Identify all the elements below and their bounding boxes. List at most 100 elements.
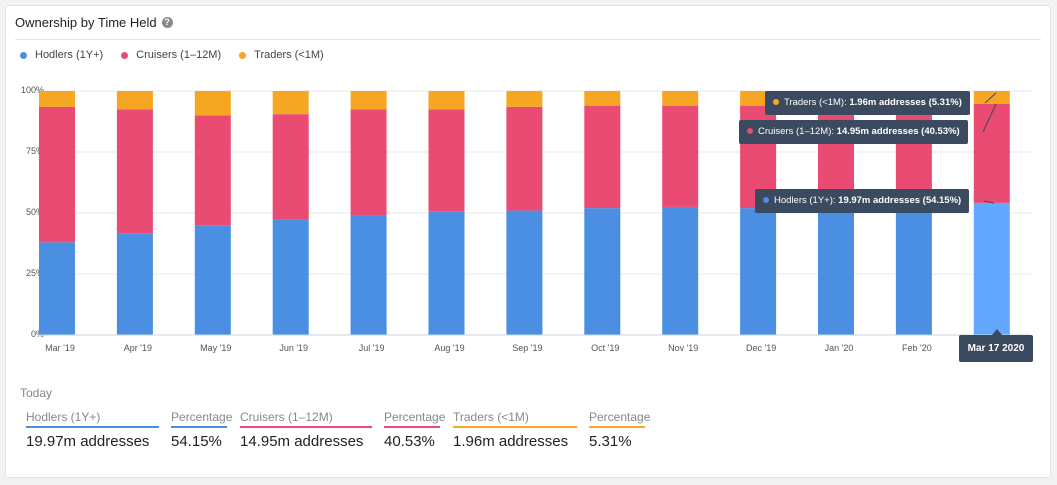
bar-segment-traders <box>116 91 153 110</box>
x-tick-label: Mar '19 <box>45 343 75 353</box>
stat-cruisers-label: Cruisers (1–12M) <box>240 410 372 428</box>
card-title: Ownership by Time Held ? <box>15 15 173 30</box>
x-tick-label: Sep '19 <box>512 343 542 353</box>
bar-segment-hodlers <box>662 206 699 335</box>
bar-segment-traders <box>39 91 75 107</box>
legend-label-cruisers: Cruisers (1–12M) <box>136 49 222 61</box>
bar-segment-traders <box>428 91 465 110</box>
stat-traders-percentage: Percentage 5.31% <box>589 410 650 450</box>
bar-segment-hodlers <box>506 210 543 335</box>
stat-cruisers-percentage: Percentage 40.53% <box>384 410 445 450</box>
x-tick-label: Jan '20 <box>825 343 854 353</box>
y-tick-label: 25% <box>26 268 44 278</box>
tooltip-traders: Traders (<1M): 1.96m addresses (5.31%) <box>765 91 970 115</box>
bar-segment-traders <box>506 91 543 107</box>
stat-cruisers-percentage-label: Percentage <box>384 410 445 428</box>
stat-traders-percentage-value: 5.31% <box>589 433 632 450</box>
bar-segment-hodlers <box>39 242 75 335</box>
help-icon[interactable]: ? <box>161 17 173 28</box>
tooltip-cruisers-label: Cruisers (1–12M): <box>758 126 835 137</box>
tooltip-hodlers-value: 19.97m addresses (54.15%) <box>838 195 962 206</box>
legend-item-hodlers[interactable]: Hodlers (1Y+) <box>20 49 103 61</box>
bar-segment-hodlers <box>272 219 309 335</box>
x-tick-label: May '19 <box>200 343 231 353</box>
stat-cruisers: Cruisers (1–12M) 14.95m addresses <box>240 410 372 450</box>
x-tick-label: Jul '19 <box>359 343 385 353</box>
bar-segment-traders <box>272 91 309 115</box>
tooltip-hodlers-dot <box>763 197 769 204</box>
stat-hodlers-percentage-label: Percentage <box>171 410 232 428</box>
stat-hodlers-value: 19.97m addresses <box>26 433 150 450</box>
legend-dot-cruisers <box>121 51 129 59</box>
tooltip-cruisers-value: 14.95m addresses (40.53%) <box>836 126 960 137</box>
stat-hodlers-percentage-value: 54.15% <box>171 433 222 450</box>
bar-segment-cruisers <box>116 109 153 234</box>
legend-label-hodlers: Hodlers (1Y+) <box>35 49 104 61</box>
x-tick-label: Apr '19 <box>124 343 152 353</box>
y-tick-label: 100% <box>21 85 44 95</box>
bar-segment-cruisers <box>584 105 621 209</box>
x-tick-label: Nov '19 <box>668 343 698 353</box>
bar-segment-hodlers <box>973 202 1010 335</box>
legend-dot-traders <box>239 51 247 59</box>
stat-cruisers-percentage-value: 40.53% <box>384 433 435 450</box>
title-divider <box>15 39 1041 40</box>
bar-segment-traders <box>350 91 387 110</box>
bar-segment-cruisers <box>194 115 231 226</box>
stat-hodlers-label: Hodlers (1Y+) <box>26 410 159 428</box>
bar-segment-hodlers <box>194 225 231 335</box>
bar-segment-hodlers <box>818 206 854 335</box>
bar-segment-cruisers <box>428 109 465 212</box>
stat-cruisers-value: 14.95m addresses <box>240 433 364 450</box>
x-tick-label: Oct '19 <box>591 343 619 353</box>
x-tick-label: Jun '19 <box>279 343 308 353</box>
x-tick-label: Dec '19 <box>746 343 776 353</box>
tooltip-connector-traders <box>984 92 997 104</box>
tooltip-connector-hodlers <box>983 200 995 204</box>
bar-segment-hodlers <box>584 208 621 335</box>
tooltip-hodlers: Hodlers (1Y+): 19.97m addresses (54.15%) <box>755 189 970 213</box>
legend-label-traders: Traders (<1M) <box>254 49 324 61</box>
bar-segment-cruisers <box>973 103 1010 203</box>
stat-traders-value: 1.96m addresses <box>453 433 569 450</box>
tooltip-traders-value: 1.96m addresses (5.31%) <box>849 97 962 108</box>
stat-traders: Traders (<1M) 1.96m addresses <box>453 410 577 450</box>
tooltip-connector-cruisers <box>982 103 997 133</box>
tooltip-traders-label: Traders (<1M): <box>784 97 847 108</box>
tooltip-cruisers: Cruisers (1–12M): 14.95m addresses (40.5… <box>739 120 968 144</box>
tooltip-traders-dot <box>773 99 779 106</box>
bar-segment-cruisers <box>272 114 309 220</box>
y-tick-label: 75% <box>26 146 44 156</box>
bar-segment-cruisers <box>350 109 387 216</box>
bar-segment-cruisers <box>662 105 699 207</box>
x-tick-label: Aug '19 <box>434 343 464 353</box>
bar-segment-traders <box>584 91 621 106</box>
tooltip-hodlers-label: Hodlers (1Y+): <box>774 195 836 206</box>
legend-item-traders[interactable]: Traders (<1M) <box>239 49 324 61</box>
today-label: Today <box>20 386 53 400</box>
x-tick-label: Feb '20 <box>902 343 932 353</box>
bar-segment-traders <box>662 91 699 106</box>
stat-hodlers-percentage: Percentage 54.15% <box>171 410 232 450</box>
tooltip-cruisers-dot <box>747 128 753 135</box>
bar-segment-traders <box>973 91 1010 104</box>
bar-segment-traders <box>194 91 231 116</box>
legend-item-cruisers[interactable]: Cruisers (1–12M) <box>121 49 221 61</box>
y-tick-label: 50% <box>26 207 44 217</box>
y-tick-label: 0% <box>31 329 44 339</box>
bar-segment-cruisers <box>39 106 75 243</box>
bar-segment-hodlers <box>116 233 153 335</box>
stat-traders-label: Traders (<1M) <box>453 410 577 428</box>
stat-traders-percentage-label: Percentage <box>589 410 650 428</box>
bar-segment-cruisers <box>506 106 543 211</box>
crosshair-date-label: Mar 17 2020 <box>959 329 1033 362</box>
bar-segment-hodlers <box>740 208 777 335</box>
card-title-text: Ownership by Time Held <box>15 15 157 30</box>
bar-segment-hodlers <box>895 204 932 335</box>
bar-segment-hodlers <box>350 215 387 335</box>
chart-legend: Hodlers (1Y+) Cruisers (1–12M) Traders (… <box>20 49 324 61</box>
legend-dot-hodlers <box>20 51 27 59</box>
bar-segment-hodlers <box>428 211 465 335</box>
stat-hodlers: Hodlers (1Y+) 19.97m addresses <box>26 410 159 450</box>
